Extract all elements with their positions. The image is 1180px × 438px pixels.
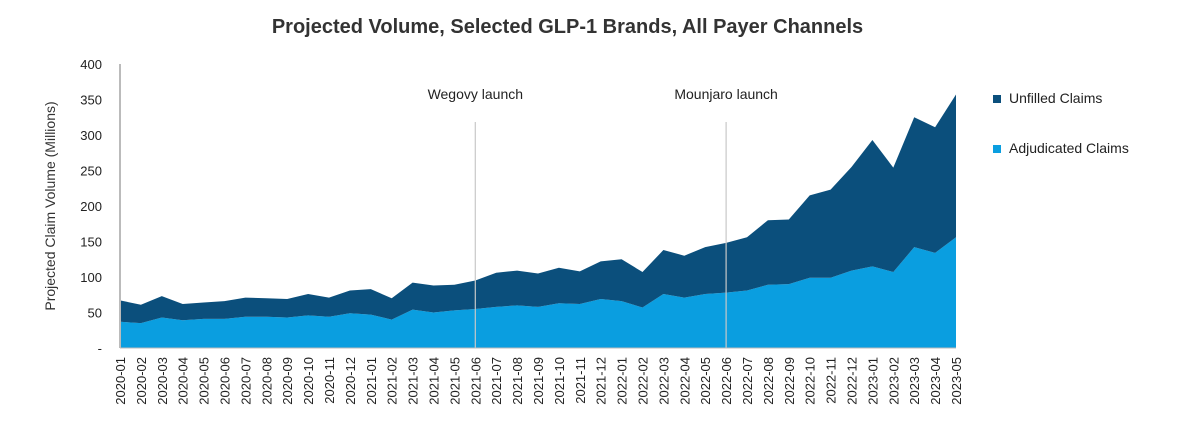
x-tick-label: 2023-04 [928, 357, 943, 405]
x-tick-label: 2020-12 [343, 357, 358, 405]
chart-title: Projected Volume, Selected GLP-1 Brands,… [271, 16, 864, 38]
y-tick-label: 50 [88, 306, 102, 321]
y-tick-label: 200 [80, 199, 102, 214]
x-tick-label: 2023-02 [886, 357, 901, 405]
legend-label-unfilled: Unfilled Claims [1009, 90, 1103, 106]
y-tick-label: 250 [80, 164, 102, 179]
x-tick-label: 2020-08 [259, 357, 274, 405]
x-tick-label: 2021-07 [489, 357, 504, 405]
y-tick-label: 300 [80, 128, 102, 143]
y-tick-label: 100 [80, 270, 102, 285]
legend-swatch-unfilled [993, 95, 1001, 103]
x-tick-label: 2021-08 [510, 357, 525, 405]
x-tick-label: 2022-12 [845, 357, 860, 405]
x-tick-label: 2020-06 [218, 357, 233, 405]
legend-label-adjudicated: Adjudicated Claims [1009, 140, 1129, 156]
x-tick-label: 2020-01 [113, 357, 128, 405]
y-tick-labels: - 50 100 150 200 250 300 350 400 [80, 57, 102, 356]
x-tick-label: 2021-05 [447, 357, 462, 405]
x-tick-label: 2022-06 [719, 357, 734, 405]
x-tick-label: 2020-02 [134, 357, 149, 405]
x-tick-label: 2021-12 [594, 357, 609, 405]
annotation-label-wegovy-launch: Wegovy launch [428, 86, 523, 102]
x-tick-label: 2020-10 [301, 357, 316, 405]
y-tick-label: - [98, 341, 102, 356]
x-tick-label: 2020-04 [176, 357, 191, 405]
x-tick-label: 2022-04 [677, 357, 692, 405]
x-tick-label: 2023-01 [865, 357, 880, 405]
x-tick-label: 2020-05 [197, 357, 212, 405]
legend-swatch-adjudicated [993, 145, 1001, 153]
x-tick-label: 2021-03 [406, 357, 421, 405]
legend: Unfilled Claims Adjudicated Claims [993, 90, 1153, 190]
annotation-layer: Wegovy launch Mounjaro launch [428, 86, 778, 348]
y-tick-label: 150 [80, 235, 102, 250]
x-tick-labels: 2020-01 2020-02 2020-03 2020-04 2020-05 2020-… [113, 357, 964, 405]
x-tick-label: 2021-02 [385, 357, 400, 405]
x-tick-label: 2022-05 [698, 357, 713, 405]
legend-item-adjudicated: Adjudicated Claims [993, 140, 1153, 157]
x-tick-label: 2022-03 [656, 357, 671, 405]
x-tick-label: 2021-06 [468, 357, 483, 405]
x-tick-label: 2021-09 [531, 357, 546, 405]
area-layer [120, 94, 956, 348]
x-tick-label: 2022-02 [636, 357, 651, 405]
x-tick-label: 2021-04 [427, 357, 442, 405]
x-tick-label: 2021-01 [364, 357, 379, 405]
y-tick-label: 400 [80, 57, 102, 72]
annotation-label-mounjaro-launch: Mounjaro launch [674, 86, 778, 102]
x-tick-label: 2023-05 [949, 357, 964, 405]
y-axis-label: Projected Claim Volume (Millions) [42, 101, 58, 310]
x-tick-label: 2020-09 [280, 357, 295, 405]
x-tick-label: 2023-03 [907, 357, 922, 405]
x-tick-label: 2022-10 [803, 357, 818, 405]
x-tick-label: 2021-10 [552, 357, 567, 405]
x-tick-label: 2021-11 [573, 357, 588, 404]
x-tick-label: 2020-11 [322, 357, 337, 404]
x-tick-label: 2022-07 [740, 357, 755, 405]
x-tick-label: 2022-11 [824, 357, 839, 404]
x-tick-label: 2020-03 [155, 357, 170, 405]
x-tick-label: 2022-08 [761, 357, 776, 405]
legend-item-unfilled: Unfilled Claims [993, 90, 1153, 107]
x-tick-label: 2022-01 [615, 357, 630, 405]
area-series-unfilled-claims [120, 94, 956, 324]
area-series-adjudicated-claims [120, 237, 956, 348]
x-tick-label: 2022-09 [782, 357, 797, 405]
x-tick-label: 2020-07 [238, 357, 253, 405]
y-tick-label: 350 [80, 93, 102, 108]
